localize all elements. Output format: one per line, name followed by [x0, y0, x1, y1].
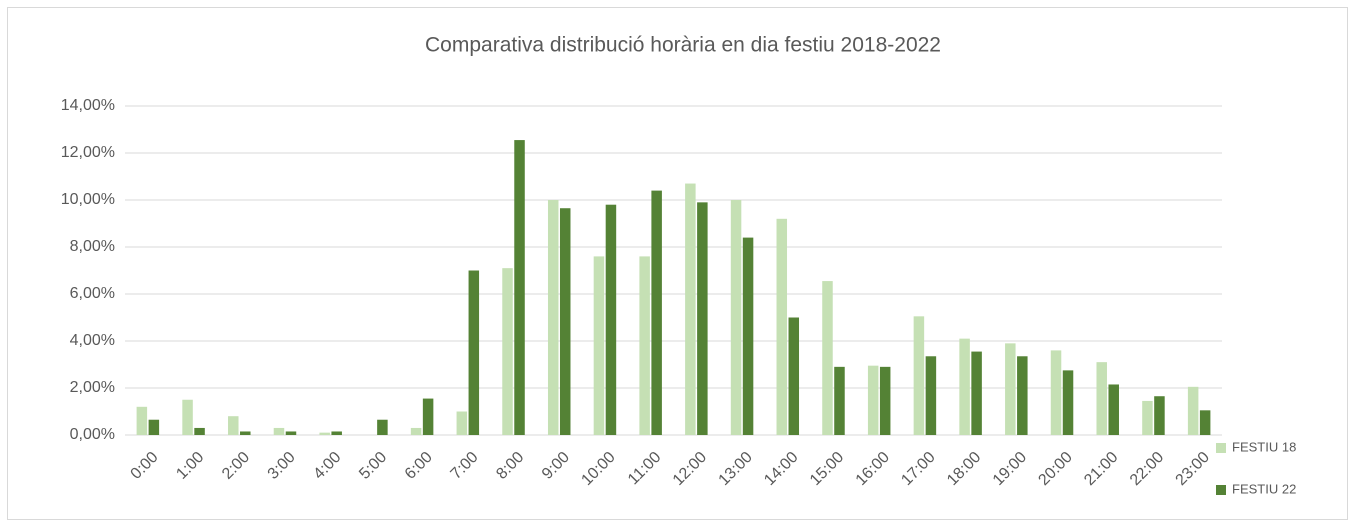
- bar: [331, 431, 342, 435]
- chart-title: Comparativa distribució horària en dia f…: [425, 34, 941, 57]
- bar: [742, 237, 754, 435]
- bar: [148, 419, 160, 435]
- bar: [240, 431, 251, 435]
- bar: [1199, 410, 1211, 435]
- bar: [547, 200, 559, 435]
- bar: [776, 218, 788, 435]
- y-tick-label: 6,00%: [70, 285, 115, 302]
- bar: [410, 427, 422, 435]
- bar: [651, 190, 662, 435]
- bar: [285, 431, 297, 435]
- legend-label: FESTIU 22: [1232, 481, 1296, 496]
- bar: [377, 419, 388, 435]
- bar: [685, 183, 696, 435]
- bar: [1108, 384, 1119, 435]
- bar: [879, 366, 891, 435]
- bar: [834, 366, 845, 435]
- bar: [822, 281, 833, 435]
- y-tick-label: 2,00%: [70, 379, 115, 396]
- bar: [959, 338, 970, 435]
- bar: [1005, 343, 1016, 435]
- bar: [925, 356, 937, 435]
- bar: [971, 351, 982, 435]
- bar: [913, 316, 925, 435]
- bar: [867, 365, 879, 435]
- y-tick-label: 12,00%: [61, 144, 115, 161]
- y-tick-label: 10,00%: [61, 191, 115, 208]
- bar: [605, 204, 617, 435]
- bar: [514, 140, 525, 435]
- bar: [194, 427, 205, 435]
- bar: [273, 427, 285, 435]
- bar: [182, 399, 193, 435]
- bar: [319, 432, 330, 435]
- bar: [1096, 362, 1107, 435]
- bar: [697, 202, 708, 435]
- bar: [456, 411, 468, 435]
- bar: [559, 208, 571, 435]
- chart-frame: [7, 7, 1348, 520]
- bar: [788, 317, 800, 435]
- y-tick-label: 4,00%: [70, 332, 115, 349]
- bar: [502, 268, 513, 435]
- legend-swatch: [1216, 485, 1226, 495]
- bar: [1050, 350, 1062, 435]
- bar: [1017, 356, 1028, 435]
- bar: [136, 406, 148, 435]
- bar: [730, 200, 742, 435]
- bar: [228, 416, 239, 435]
- bar: [1187, 386, 1199, 435]
- bar: [1062, 370, 1074, 435]
- bar: [422, 398, 434, 435]
- bar: [593, 256, 605, 435]
- y-tick-label: 0,00%: [70, 426, 115, 443]
- legend-swatch: [1216, 443, 1226, 453]
- bar: [1154, 396, 1165, 435]
- legend-label: FESTIU 18: [1232, 439, 1296, 454]
- y-tick-label: 8,00%: [70, 238, 115, 255]
- bar: [1142, 400, 1153, 435]
- y-tick-label: 14,00%: [61, 97, 115, 114]
- bar: [468, 270, 480, 435]
- bar: [639, 256, 650, 435]
